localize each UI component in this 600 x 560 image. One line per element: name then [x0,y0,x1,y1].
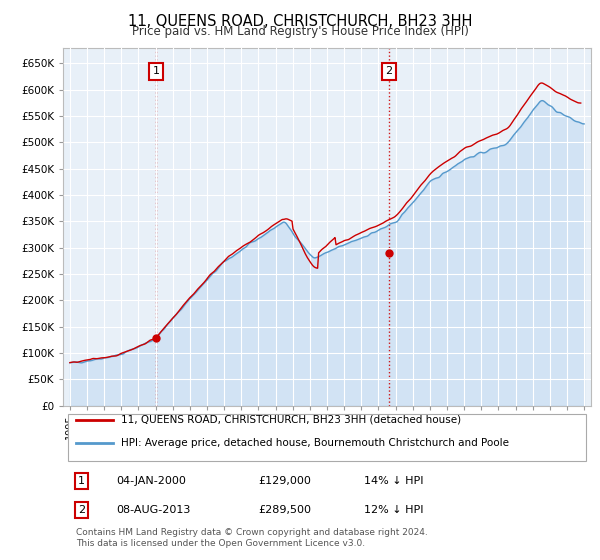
Text: 11, QUEENS ROAD, CHRISTCHURCH, BH23 3HH (detached house): 11, QUEENS ROAD, CHRISTCHURCH, BH23 3HH … [121,415,461,425]
Text: This data is licensed under the Open Government Licence v3.0.: This data is licensed under the Open Gov… [76,539,365,548]
Text: 2: 2 [385,66,392,76]
Text: £129,000: £129,000 [259,476,311,486]
FancyBboxPatch shape [68,414,586,460]
Text: £289,500: £289,500 [259,505,311,515]
Text: 12% ↓ HPI: 12% ↓ HPI [364,505,424,515]
Text: HPI: Average price, detached house, Bournemouth Christchurch and Poole: HPI: Average price, detached house, Bour… [121,438,509,447]
Text: 1: 1 [78,476,85,486]
Text: 04-JAN-2000: 04-JAN-2000 [116,476,185,486]
Text: 2: 2 [78,505,85,515]
Text: Price paid vs. HM Land Registry's House Price Index (HPI): Price paid vs. HM Land Registry's House … [131,25,469,38]
Text: 11, QUEENS ROAD, CHRISTCHURCH, BH23 3HH: 11, QUEENS ROAD, CHRISTCHURCH, BH23 3HH [128,14,472,29]
Text: 08-AUG-2013: 08-AUG-2013 [116,505,190,515]
Text: 14% ↓ HPI: 14% ↓ HPI [364,476,424,486]
Text: Contains HM Land Registry data © Crown copyright and database right 2024.: Contains HM Land Registry data © Crown c… [76,528,428,536]
Text: 1: 1 [152,66,160,76]
